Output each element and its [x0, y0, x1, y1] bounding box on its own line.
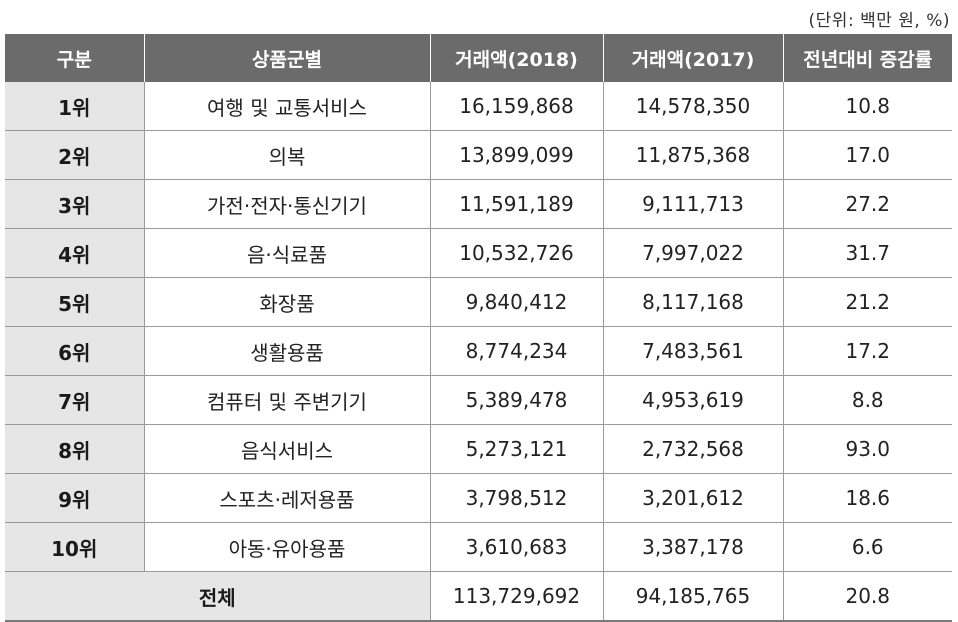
table-row: 5위 화장품 9,840,412 8,117,168 21.2	[5, 277, 952, 327]
volume-2018-cell: 13,899,099	[429, 130, 604, 180]
table-row: 9위 스포츠·레저용품 3,798,512 3,201,612 18.6	[5, 473, 952, 523]
rank-cell: 8위	[5, 424, 145, 474]
rank-cell: 2위	[5, 130, 145, 180]
table-row: 1위 여행 및 교통서비스 16,159,868 14,578,350 10.8	[5, 82, 952, 131]
volume-2018-cell: 11,591,189	[429, 179, 604, 229]
category-cell: 가전·전자·통신기기	[143, 179, 431, 229]
table-row: 4위 음·식료품 10,532,726 7,997,022 31.7	[5, 228, 952, 278]
volume-2017-cell: 7,483,561	[602, 326, 784, 376]
total-growth-rate: 20.8	[782, 571, 952, 622]
header-volume-2018: 거래액(2018)	[429, 34, 604, 82]
volume-2018-cell: 3,798,512	[429, 473, 604, 523]
total-row: 전체 113,729,692 94,185,765 20.8	[5, 571, 952, 622]
rank-cell: 10위	[5, 522, 145, 572]
volume-2018-cell: 8,774,234	[429, 326, 604, 376]
volume-2018-cell: 3,610,683	[429, 522, 604, 572]
table-row: 7위 컴퓨터 및 주변기기 5,389,478 4,953,619 8.8	[5, 375, 952, 425]
rank-cell: 3위	[5, 179, 145, 229]
total-volume-2018: 113,729,692	[429, 571, 604, 622]
header-volume-2017: 거래액(2017)	[602, 34, 784, 82]
rank-cell: 1위	[5, 82, 145, 131]
table-body: 1위 여행 및 교통서비스 16,159,868 14,578,350 10.8…	[5, 82, 952, 622]
category-cell: 컴퓨터 및 주변기기	[143, 375, 431, 425]
volume-2017-cell: 7,997,022	[602, 228, 784, 278]
growth-rate-cell: 10.8	[782, 82, 952, 131]
category-cell: 의복	[143, 130, 431, 180]
growth-rate-cell: 17.0	[782, 130, 952, 180]
growth-rate-cell: 27.2	[782, 179, 952, 229]
header-row: 구분 상품군별 거래액(2018) 거래액(2017) 전년대비 증감률	[5, 34, 952, 82]
volume-2017-cell: 8,117,168	[602, 277, 784, 327]
volume-2017-cell: 4,953,619	[602, 375, 784, 425]
category-cell: 스포츠·레저용품	[143, 473, 431, 523]
volume-2017-cell: 9,111,713	[602, 179, 784, 229]
rank-cell: 6위	[5, 326, 145, 376]
table-row: 8위 음식서비스 5,273,121 2,732,568 93.0	[5, 424, 952, 474]
category-cell: 화장품	[143, 277, 431, 327]
volume-2018-cell: 5,273,121	[429, 424, 604, 474]
category-cell: 음·식료품	[143, 228, 431, 278]
volume-2017-cell: 11,875,368	[602, 130, 784, 180]
rank-cell: 4위	[5, 228, 145, 278]
header-rank: 구분	[5, 34, 145, 82]
growth-rate-cell: 18.6	[782, 473, 952, 523]
volume-2018-cell: 9,840,412	[429, 277, 604, 327]
shopping-volume-table: 구분 상품군별 거래액(2018) 거래액(2017) 전년대비 증감률 1위 …	[5, 34, 952, 622]
growth-rate-cell: 8.8	[782, 375, 952, 425]
table-row: 2위 의복 13,899,099 11,875,368 17.0	[5, 130, 952, 180]
category-cell: 아동·유아용품	[143, 522, 431, 572]
volume-2018-cell: 16,159,868	[429, 82, 604, 131]
table-row: 10위 아동·유아용품 3,610,683 3,387,178 6.6	[5, 522, 952, 572]
volume-2017-cell: 14,578,350	[602, 82, 784, 131]
category-cell: 여행 및 교통서비스	[143, 82, 431, 131]
category-cell: 생활용품	[143, 326, 431, 376]
total-label: 전체	[5, 571, 431, 622]
growth-rate-cell: 21.2	[782, 277, 952, 327]
rank-cell: 5위	[5, 277, 145, 327]
total-volume-2017: 94,185,765	[602, 571, 784, 622]
table-header: 구분 상품군별 거래액(2018) 거래액(2017) 전년대비 증감률	[5, 34, 952, 82]
rank-cell: 7위	[5, 375, 145, 425]
volume-2017-cell: 3,387,178	[602, 522, 784, 572]
header-category: 상품군별	[143, 34, 431, 82]
growth-rate-cell: 93.0	[782, 424, 952, 474]
growth-rate-cell: 17.2	[782, 326, 952, 376]
volume-2017-cell: 2,732,568	[602, 424, 784, 474]
volume-2018-cell: 10,532,726	[429, 228, 604, 278]
table-row: 3위 가전·전자·통신기기 11,591,189 9,111,713 27.2	[5, 179, 952, 229]
header-growth-rate: 전년대비 증감률	[782, 34, 952, 82]
growth-rate-cell: 6.6	[782, 522, 952, 572]
volume-2017-cell: 3,201,612	[602, 473, 784, 523]
table-row: 6위 생활용품 8,774,234 7,483,561 17.2	[5, 326, 952, 376]
growth-rate-cell: 31.7	[782, 228, 952, 278]
unit-note: (단위: 백만 원, %)	[808, 11, 950, 31]
rank-cell: 9위	[5, 473, 145, 523]
volume-2018-cell: 5,389,478	[429, 375, 604, 425]
category-cell: 음식서비스	[143, 424, 431, 474]
